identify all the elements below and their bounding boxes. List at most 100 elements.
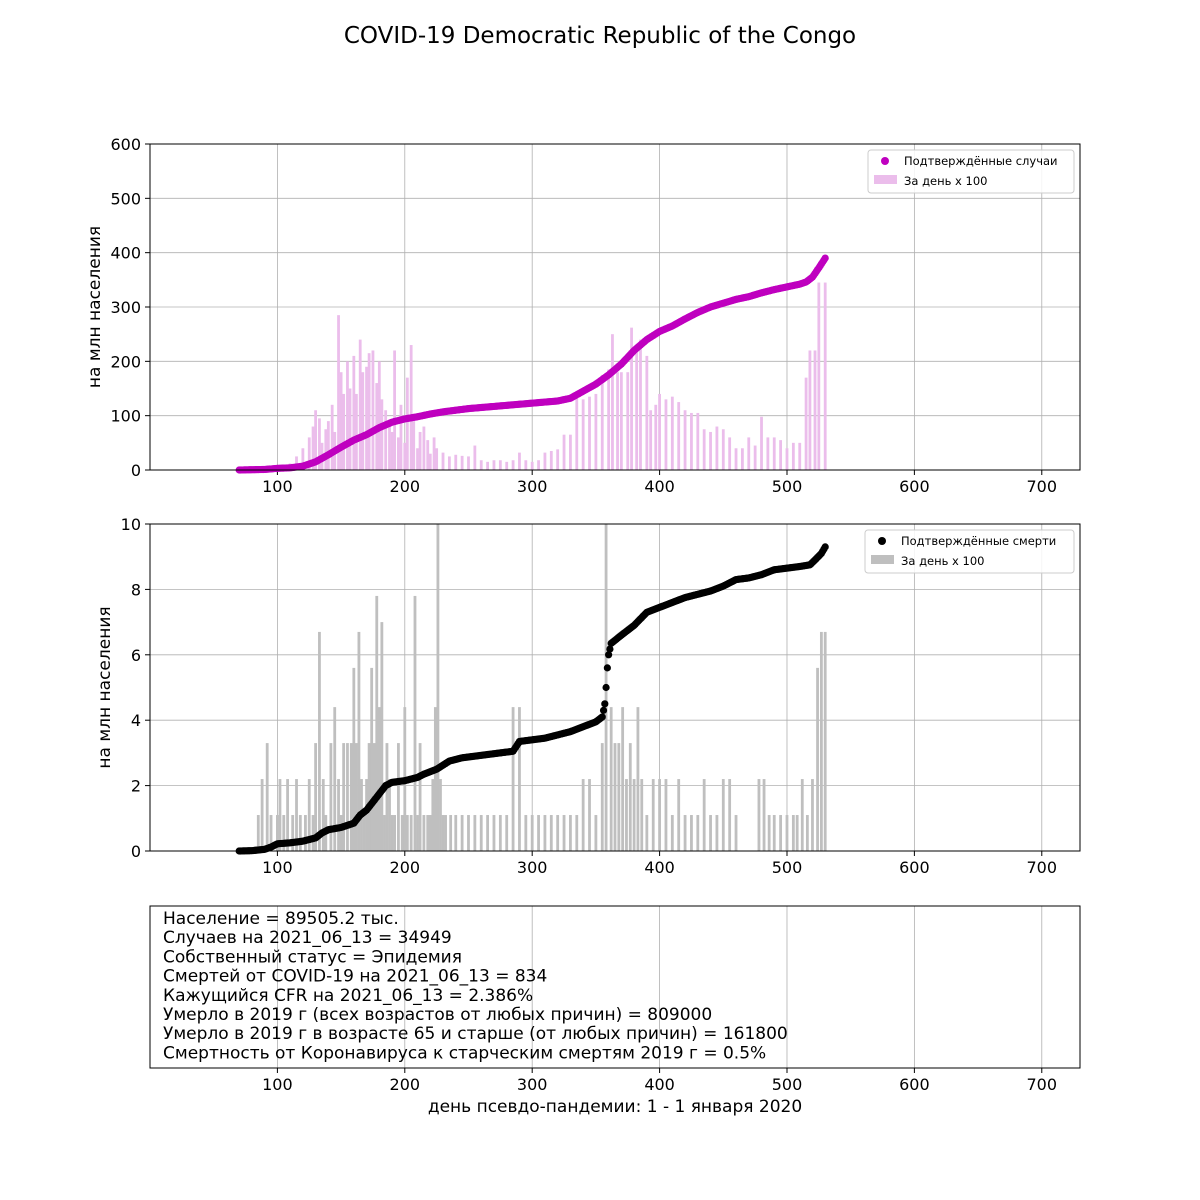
deaths-daily-bar <box>575 815 579 851</box>
cases-daily-bar <box>342 393 346 470</box>
cases-daily-bar <box>390 431 394 470</box>
info-x-tick-label: 100 <box>262 1075 293 1094</box>
info-panel: 100 200 300 400 500 600 700 Население = 89505.2… <box>149 905 1081 1117</box>
deaths-daily-bar <box>295 779 298 851</box>
info-line: Кажущийся CFR на 2021_06_13 = 2.386% <box>163 986 533 1006</box>
deaths-daily-bar <box>677 779 681 851</box>
cases-daily-bar <box>645 355 649 470</box>
cases-daily-bar <box>399 404 403 470</box>
cases-daily-bar <box>569 434 572 470</box>
figure-title: COVID-19 Democratic Republic of the Cong… <box>344 23 856 49</box>
deaths-daily-bar <box>823 631 827 851</box>
cases-daily-bar <box>785 448 789 470</box>
cases-legend-label-daily: За день x 100 <box>904 174 987 188</box>
deaths-daily-bar <box>621 707 625 851</box>
deaths-daily-bar <box>337 779 340 851</box>
cases-daily-bar <box>575 393 579 470</box>
cases-daily-bar <box>380 399 384 470</box>
cases-y-tick-label: 400 <box>110 244 141 263</box>
cases-daily-bar <box>518 452 521 470</box>
deaths-daily-bar <box>651 779 655 851</box>
deaths-daily-bar <box>594 815 598 851</box>
cases-daily-bar <box>337 315 340 470</box>
deaths-daily-bar <box>670 815 674 851</box>
deaths-daily-bar <box>767 815 771 851</box>
cases-daily-bar <box>588 396 591 470</box>
info-x-tick-label: 500 <box>772 1075 803 1094</box>
deaths-daily-bar <box>628 743 632 851</box>
cases-daily-bar <box>314 410 318 470</box>
cases-daily-bar <box>326 421 330 470</box>
cases-daily-bar <box>377 361 381 470</box>
deaths-daily-bar <box>256 815 260 851</box>
info-line: Собственный статус = Эпидемия <box>163 947 462 967</box>
cases-daily-bar <box>492 460 496 470</box>
cases-daily-bar <box>393 350 397 470</box>
deaths-y-tick-label: 2 <box>131 777 141 796</box>
deaths-daily-bar <box>400 815 404 851</box>
deaths-daily-bar <box>816 667 819 851</box>
deaths-daily-bar <box>702 779 706 851</box>
deaths-y-tick-label: 0 <box>131 842 141 861</box>
deaths-daily-bar <box>454 815 458 851</box>
deaths-daily-bar <box>370 667 374 851</box>
cases-daily-bar <box>753 445 757 470</box>
deaths-daily-bar <box>609 707 613 851</box>
deaths-daily-bar <box>600 743 604 851</box>
cases-x-tick-label: 100 <box>262 477 293 496</box>
cases-daily-bar <box>562 434 566 470</box>
deaths-daily-bar <box>357 631 361 851</box>
cases-daily-bar <box>747 437 751 470</box>
cases-daily-bar <box>435 448 439 470</box>
cases-daily-bar <box>740 448 744 470</box>
cases-daily-bar <box>365 366 368 470</box>
cases-daily-bar <box>311 426 315 470</box>
deaths-daily-bar <box>278 779 282 851</box>
cases-daily-bar <box>823 282 827 470</box>
cases-daily-bar <box>798 442 802 470</box>
deaths-daily-bar <box>569 815 572 851</box>
deaths-daily-bar <box>377 707 381 851</box>
deaths-daily-bar <box>460 815 464 851</box>
cases-daily-bar <box>537 460 540 470</box>
deaths-daily-bar <box>397 743 400 851</box>
deaths-daily-bar <box>492 815 496 851</box>
deaths-daily-bar <box>431 779 435 851</box>
cases-daily-bar <box>670 396 674 470</box>
cases-daily-bar <box>460 455 464 470</box>
deaths-daily-bar <box>543 815 547 851</box>
deaths-daily-bar <box>581 779 585 851</box>
deaths-daily-bar <box>632 779 636 851</box>
cases-y-tick-label: 100 <box>110 407 141 426</box>
deaths-daily-bar <box>795 815 799 851</box>
cases-daily-bar <box>486 461 490 470</box>
deaths-y-tick-label: 6 <box>131 646 141 665</box>
deaths-x-tick-label: 400 <box>644 858 675 877</box>
cases-daily-bar <box>339 372 343 470</box>
cases-legend-box <box>867 149 1075 194</box>
deaths-daily-bar <box>342 743 346 851</box>
info-line: Умерло в 2019 г в возрасте 65 и старше (… <box>163 1024 788 1044</box>
cases-daily-bar <box>677 402 681 470</box>
cases-daily-bar <box>346 361 349 470</box>
deaths-daily-bar <box>486 815 490 851</box>
x-axis-label: день псевдо-пандемии: 1 - 1 января 2020 <box>428 1097 802 1117</box>
deaths-daily-bar <box>473 815 477 851</box>
info-line: Смертность от Коронавируса к старческим … <box>163 1043 766 1063</box>
deaths-daily-bar <box>269 815 273 851</box>
deaths-daily-bar <box>388 779 391 851</box>
deaths-daily-bar <box>757 779 761 851</box>
cases-daily-bar <box>702 429 706 470</box>
deaths-cumulative-point <box>598 713 606 721</box>
cases-daily-bar <box>734 448 738 470</box>
cases-y-axis-label: на млн населения <box>85 226 105 388</box>
cases-daily-bar <box>361 372 365 470</box>
deaths-daily-bar <box>426 815 430 851</box>
cases-daily-bar <box>649 410 653 470</box>
deaths-daily-bar <box>441 815 445 851</box>
deaths-daily-bar <box>307 779 311 851</box>
deaths-daily-bar <box>346 743 349 851</box>
cases-daily-bar <box>403 442 407 470</box>
deaths-daily-bar <box>311 815 315 851</box>
deaths-cumulative-point <box>601 700 609 708</box>
